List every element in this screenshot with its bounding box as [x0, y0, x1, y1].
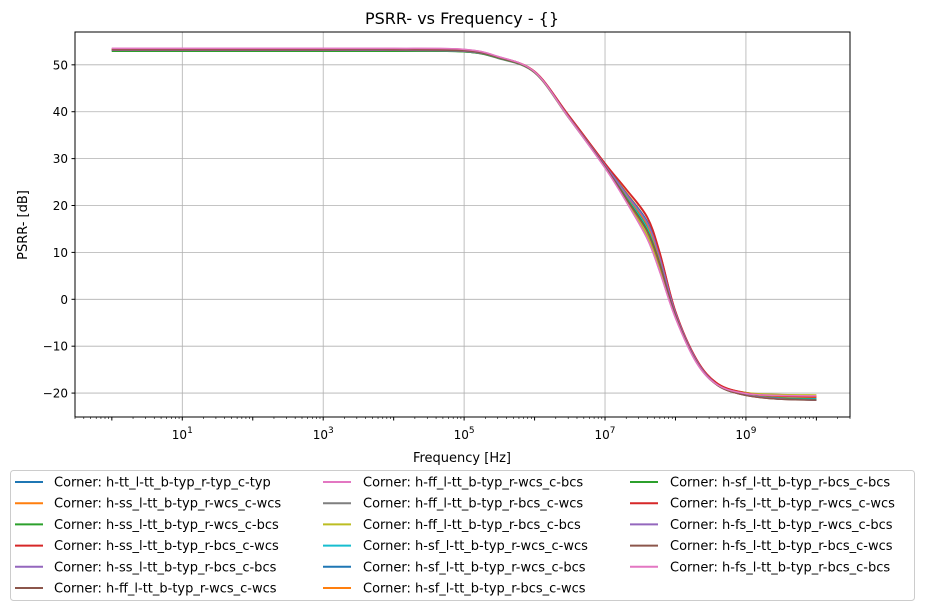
- legend-item: Corner: h-sf_l-tt_b-typ_r-wcs_c-bcs: [323, 560, 586, 575]
- legend-label: Corner: h-fs_l-tt_b-typ_r-bcs_c-bcs: [670, 560, 890, 575]
- legend-label: Corner: h-ss_l-tt_b-typ_r-wcs_c-wcs: [54, 497, 281, 512]
- legend-item: Corner: h-ff_l-tt_b-typ_r-wcs_c-bcs: [323, 476, 583, 491]
- x-tick-label: 105: [454, 426, 475, 442]
- legend-item: Corner: h-ff_l-tt_b-typ_r-bcs_c-wcs: [323, 497, 583, 512]
- legend-label: Corner: h-sf_l-tt_b-typ_r-wcs_c-wcs: [363, 539, 588, 554]
- legend-item: Corner: h-fs_l-tt_b-typ_r-bcs_c-wcs: [630, 539, 893, 554]
- series-lines: [111, 47, 817, 401]
- legend-label: Corner: h-sf_l-tt_b-typ_r-bcs_c-wcs: [363, 582, 586, 597]
- legend-item: Corner: h-ff_l-tt_b-typ_r-bcs_c-bcs: [323, 518, 581, 533]
- y-tick-label: 30: [53, 152, 68, 166]
- legend-item: Corner: h-tt_l-tt_b-typ_r-typ_c-typ: [15, 476, 271, 491]
- axis-ticks: 101 103 105 107 109 −20 −10 0 10 20 30 40 50: [43, 58, 851, 442]
- legend-label: Corner: h-ff_l-tt_b-typ_r-bcs_c-wcs: [363, 497, 583, 512]
- legend-label: Corner: h-ff_l-tt_b-typ_r-wcs_c-bcs: [363, 476, 583, 491]
- legend-item: Corner: h-ss_l-tt_b-typ_r-bcs_c-bcs: [15, 560, 277, 575]
- legend-item: Corner: h-fs_l-tt_b-typ_r-wcs_c-wcs: [630, 497, 895, 512]
- legend-label: Corner: h-fs_l-tt_b-typ_r-wcs_c-wcs: [670, 497, 895, 512]
- y-tick-label: 0: [60, 293, 68, 307]
- grid: [75, 32, 850, 417]
- legend-label: Corner: h-sf_l-tt_b-typ_r-bcs_c-bcs: [670, 476, 890, 491]
- legend-item: Corner: h-ss_l-tt_b-typ_r-wcs_c-bcs: [15, 518, 279, 533]
- legend-label: Corner: h-fs_l-tt_b-typ_r-wcs_c-bcs: [670, 518, 893, 533]
- legend-label: Corner: h-ss_l-tt_b-typ_r-wcs_c-bcs: [54, 518, 279, 533]
- legend-item: Corner: h-sf_l-tt_b-typ_r-bcs_c-bcs: [630, 476, 890, 491]
- legend-item: Corner: h-sf_l-tt_b-typ_r-bcs_c-wcs: [323, 582, 586, 597]
- x-tick-label: 109: [735, 426, 756, 442]
- legend-label: Corner: h-ss_l-tt_b-typ_r-bcs_c-wcs: [54, 539, 279, 554]
- legend-frame: [10, 470, 915, 601]
- legend: Corner: h-tt_l-tt_b-typ_r-typ_c-typ Corne…: [10, 470, 915, 601]
- y-tick-label: 10: [53, 246, 68, 260]
- y-tick-label: 40: [53, 105, 68, 119]
- legend-item: Corner: h-fs_l-tt_b-typ_r-bcs_c-bcs: [630, 560, 890, 575]
- y-axis-label: PSRR- [dB]: [16, 190, 31, 260]
- plot-area-frame: [74, 31, 851, 418]
- legend-label: Corner: h-fs_l-tt_b-typ_r-bcs_c-wcs: [670, 539, 893, 554]
- y-tick-label: 50: [53, 58, 68, 72]
- legend-label: Corner: h-ff_l-tt_b-typ_r-bcs_c-bcs: [363, 518, 581, 533]
- x-tick-label: 107: [595, 426, 616, 442]
- y-tick-label: −20: [43, 387, 68, 401]
- x-tick-label: 101: [172, 426, 193, 442]
- series-line-16: [111, 47, 817, 397]
- legend-item: Corner: h-fs_l-tt_b-typ_r-wcs_c-bcs: [630, 518, 893, 533]
- legend-item: Corner: h-ff_l-tt_b-typ_r-wcs_c-wcs: [15, 582, 277, 597]
- legend-label: Corner: h-ss_l-tt_b-typ_r-bcs_c-bcs: [54, 560, 277, 575]
- legend-item: Corner: h-ss_l-tt_b-typ_r-wcs_c-wcs: [15, 497, 281, 512]
- x-axis-label: Frequency [Hz]: [413, 451, 511, 466]
- legend-label: Corner: h-ff_l-tt_b-typ_r-wcs_c-wcs: [54, 582, 277, 597]
- y-tick-label: −10: [43, 340, 68, 354]
- legend-item: Corner: h-ss_l-tt_b-typ_r-bcs_c-wcs: [15, 539, 279, 554]
- y-tick-label: 20: [53, 199, 68, 213]
- x-tick-label: 103: [313, 426, 334, 442]
- legend-label: Corner: h-tt_l-tt_b-typ_r-typ_c-typ: [54, 476, 271, 491]
- legend-item: Corner: h-sf_l-tt_b-typ_r-wcs_c-wcs: [323, 539, 588, 554]
- legend-label: Corner: h-sf_l-tt_b-typ_r-wcs_c-bcs: [363, 560, 586, 575]
- chart-title: PSRR- vs Frequency - {}: [365, 9, 559, 28]
